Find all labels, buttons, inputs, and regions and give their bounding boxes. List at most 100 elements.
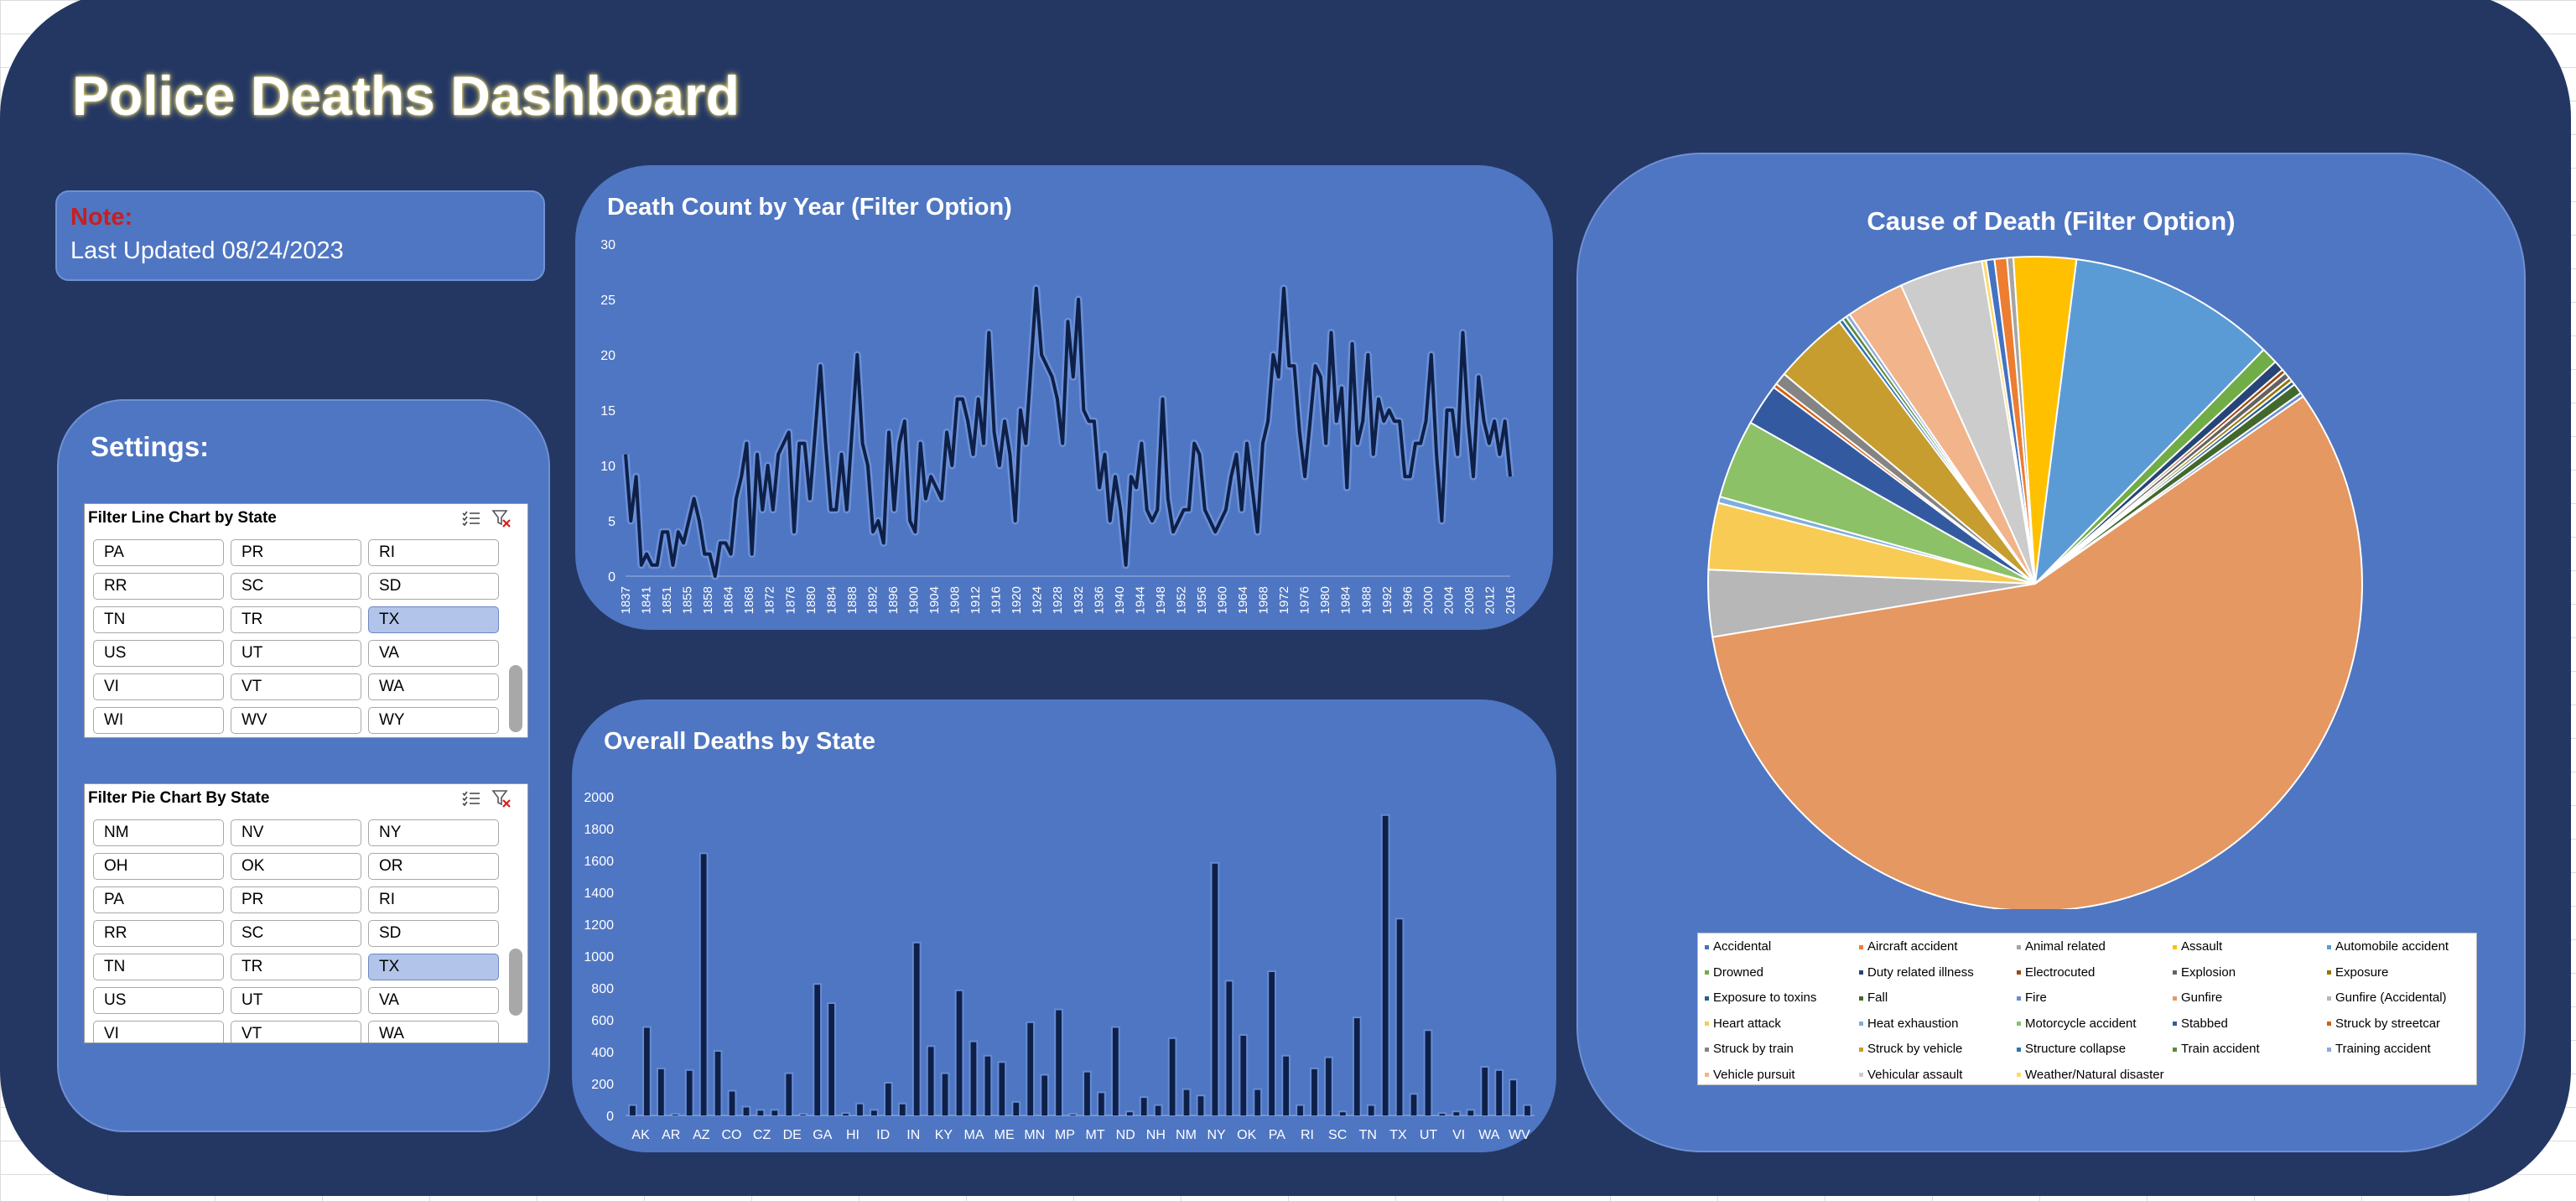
x-tick-label: MA [964,1128,984,1142]
slicer-item-va[interactable]: VA [368,987,499,1014]
bar [1510,1080,1516,1115]
x-tick-label: ME [995,1128,1015,1142]
bar [857,1104,863,1115]
legend-item: Assault [2173,940,2222,953]
slicer-item-oh[interactable]: OH [93,853,224,880]
x-tick-label: 1858 [701,586,715,614]
x-tick-label: PA [1269,1128,1285,1142]
slicer-item-sc[interactable]: SC [231,573,361,600]
x-tick-label: 2008 [1462,586,1477,614]
clear-filter-icon[interactable] [491,788,512,809]
slicer-item-tx[interactable]: TX [368,606,499,633]
note-box: Note: Last Updated 08/24/2023 [55,190,545,281]
slicer-item-nv[interactable]: NV [231,819,361,846]
slicer-item-pr[interactable]: PR [231,886,361,913]
bar [644,1027,650,1115]
x-tick-label: 1864 [722,586,736,614]
slicer-item-tx[interactable]: TX [368,954,499,980]
slicer-scrollbar[interactable] [509,949,522,1016]
slicer-item-or[interactable]: OR [368,853,499,880]
slicer-item-ut[interactable]: UT [231,640,361,667]
bar [714,1052,721,1115]
x-tick-label: DE [783,1128,802,1142]
slicer-item-ny[interactable]: NY [368,819,499,846]
x-tick-label: 1932 [1072,586,1086,614]
slicer-item-rr[interactable]: RR [93,573,224,600]
slicer-item-ri[interactable]: RI [368,539,499,566]
slicer-item-wi[interactable]: WI [93,707,224,734]
slicer-item-tr[interactable]: TR [231,606,361,633]
x-tick-label: 1936 [1092,586,1106,614]
x-tick-label: SC [1328,1128,1347,1142]
slicer-scrollbar[interactable] [509,665,522,732]
slicer-item-wa[interactable]: WA [368,1021,499,1042]
slicer-item-wy[interactable]: WY [368,707,499,734]
legend-label: Accidental [1713,939,1772,954]
slicer-item-pr[interactable]: PR [231,539,361,566]
slicer-item-wv[interactable]: WV [231,707,361,734]
x-tick-label: 1964 [1236,586,1250,614]
slicer-item-us[interactable]: US [93,640,224,667]
legend-swatch [2173,970,2177,975]
x-tick-label: 1924 [1031,586,1045,614]
legend-label: Exposure to toxins [1713,990,1817,1005]
slicer-item-ok[interactable]: OK [231,853,361,880]
x-tick-label: CO [721,1128,741,1142]
legend-swatch [1859,1073,1863,1078]
line-chart-title: Death Count by Year (Filter Option) [607,194,1012,221]
slicer-item-sd[interactable]: SD [368,920,499,947]
slicer-item-pa[interactable]: PA [93,539,224,566]
y-tick-label: 10 [600,460,615,474]
x-tick-label: 1900 [906,586,921,614]
slicer-item-wa[interactable]: WA [368,673,499,700]
slicer-item-tn[interactable]: TN [93,954,224,980]
slicer-item-ri[interactable]: RI [368,886,499,913]
y-tick-label: 15 [600,404,615,419]
legend-swatch [1859,996,1863,1001]
x-tick-label: 1872 [763,586,777,614]
bar [1240,1036,1247,1115]
slicer-item-vi[interactable]: VI [93,1021,224,1042]
legend-swatch [1705,970,1709,975]
slicer-item-vt[interactable]: VT [231,1021,361,1042]
slicer-item-us[interactable]: US [93,987,224,1014]
slicer-item-nm[interactable]: NM [93,819,224,846]
slicer-item-sd[interactable]: SD [368,573,499,600]
slicer-item-rr[interactable]: RR [93,920,224,947]
bar [1283,1056,1289,1115]
bar [1183,1089,1190,1115]
x-tick-label: 1916 [989,586,1004,614]
bar [1254,1089,1261,1115]
slicer-item-tn[interactable]: TN [93,606,224,633]
bar [828,1004,834,1115]
legend-swatch [2017,1073,2021,1078]
slicer-item-sc[interactable]: SC [231,920,361,947]
legend-item: Drowned [1705,966,1763,979]
multi-select-icon[interactable] [460,507,482,529]
line-chart-panel: Death Count by Year (Filter Option) 0 5 10… [575,165,1553,630]
multi-select-icon[interactable] [460,788,482,809]
slicer-item-tr[interactable]: TR [231,954,361,980]
x-tick-label: VI [1452,1128,1465,1142]
legend-swatch [2017,1022,2021,1027]
legend-label: Heat exhaustion [1867,1016,1959,1031]
bar [913,943,920,1115]
bar [686,1070,693,1115]
x-tick-label: AK [631,1128,650,1142]
bar [1226,981,1233,1115]
legend-item: Aircraft accident [1859,940,1958,953]
slicer-item-vi[interactable]: VI [93,673,224,700]
bar [1212,863,1218,1115]
x-tick-label: 1976 [1298,586,1312,614]
x-tick-label: AZ [693,1128,710,1142]
slicer-item-ut[interactable]: UT [231,987,361,1014]
slicer-item-vt[interactable]: VT [231,673,361,700]
x-tick-label: CZ [753,1128,771,1142]
clear-filter-icon[interactable] [491,507,512,529]
slicer-item-va[interactable]: VA [368,640,499,667]
x-tick-label: WA [1478,1128,1500,1142]
slicer-item-pa[interactable]: PA [93,886,224,913]
legend-item: Struck by streetcar [2327,1017,2440,1030]
bar [871,1110,877,1115]
legend-label: Aircraft accident [1867,939,1958,954]
